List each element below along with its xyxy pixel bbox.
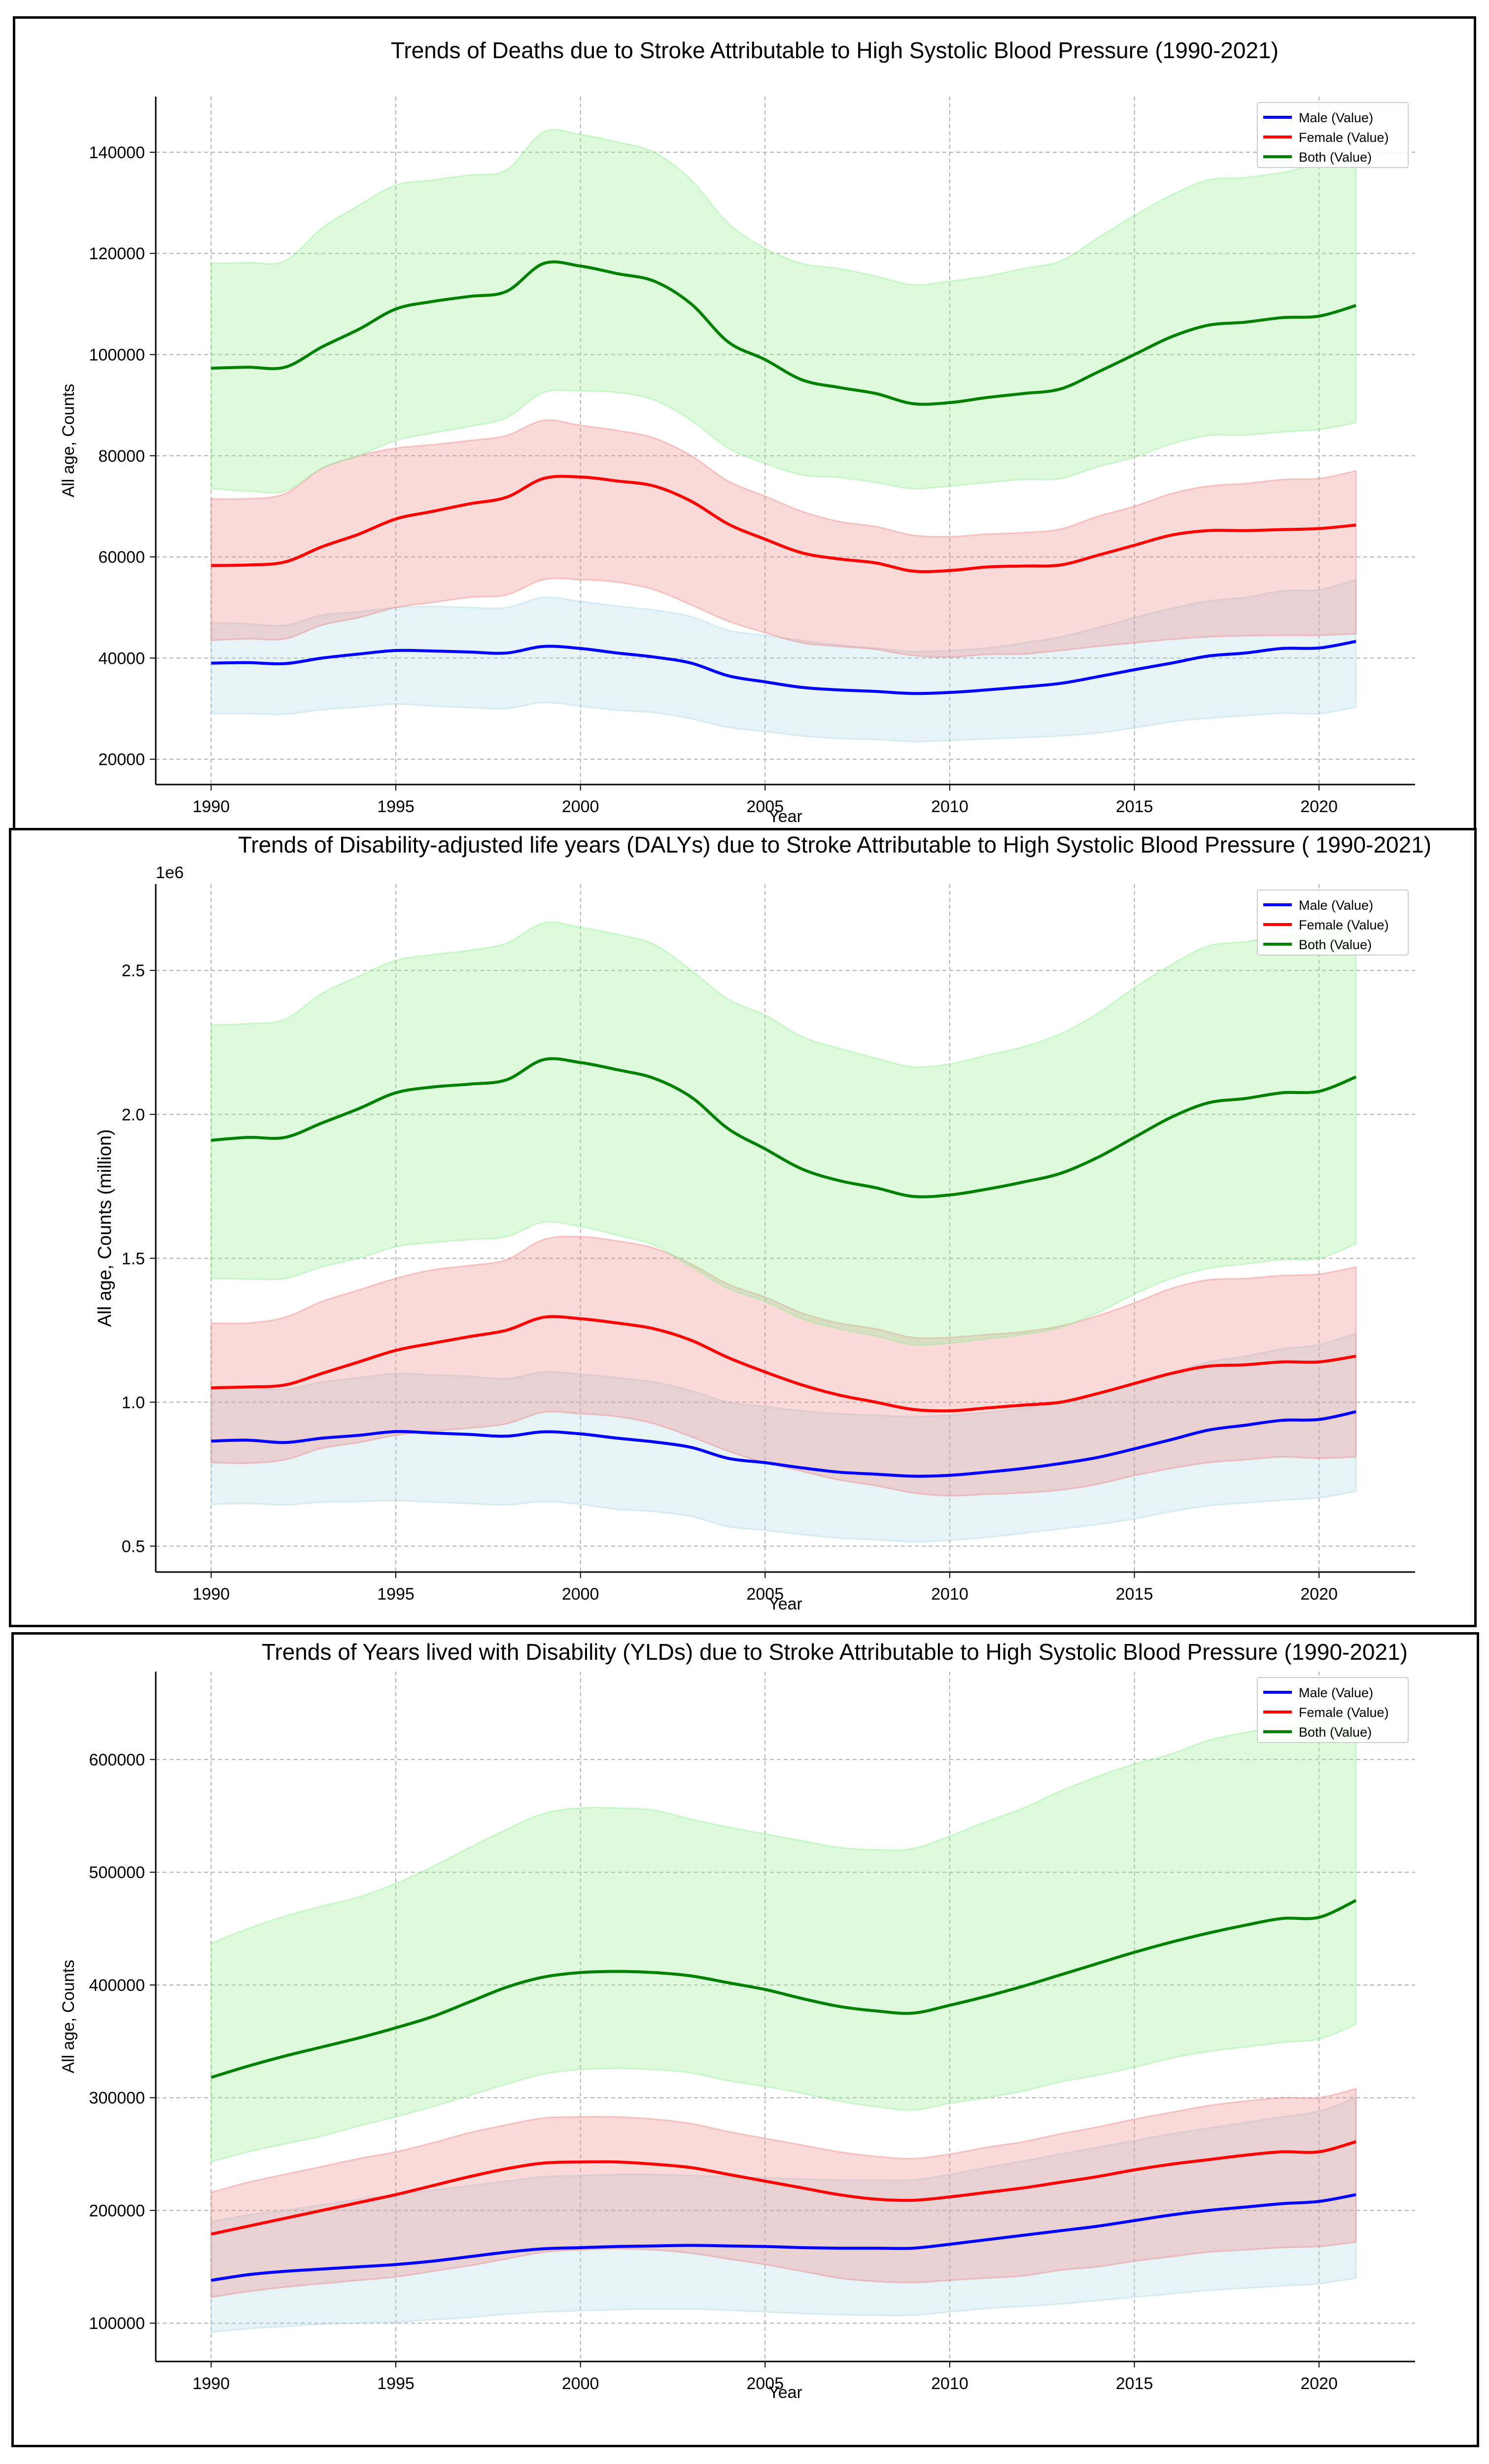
legend-label: Female (Value) bbox=[1299, 1705, 1389, 1720]
confidence-band bbox=[210, 1332, 1357, 1543]
y-tick-label: 140000 bbox=[89, 143, 145, 162]
y-tick-label: 100000 bbox=[89, 346, 145, 365]
legend: Male (Value) Female (Value) Both (Value) bbox=[1257, 1677, 1409, 1743]
confidence-band bbox=[210, 2096, 1357, 2333]
confidence-band bbox=[210, 129, 1357, 494]
x-tick-label: 2015 bbox=[1116, 797, 1153, 816]
confidence-band bbox=[210, 1235, 1357, 1497]
x-tick-label: 2020 bbox=[1300, 797, 1338, 816]
legend: Male (Value) Female (Value) Both (Value) bbox=[1257, 890, 1409, 956]
y-tick-label: 500000 bbox=[89, 1863, 145, 1882]
x-tick-label: 2010 bbox=[931, 797, 969, 816]
x-tick-label: 2000 bbox=[562, 2374, 599, 2393]
legend: Male (Value) Female (Value) Both (Value) bbox=[1257, 102, 1409, 168]
x-tick-label: 2010 bbox=[931, 1585, 969, 1604]
legend-label: Both (Value) bbox=[1299, 1725, 1372, 1740]
x-tick-label: 1995 bbox=[377, 2374, 415, 2393]
series-line bbox=[211, 1410, 1356, 1478]
chart-title: Trends of Deaths due to Stroke Attributa… bbox=[391, 37, 1279, 63]
x-tick-label: 2010 bbox=[931, 2374, 969, 2393]
confidence-band bbox=[210, 419, 1357, 658]
legend-box bbox=[1257, 102, 1409, 168]
x-tick-label: 2000 bbox=[562, 797, 599, 816]
y-tick-label: 60000 bbox=[98, 548, 145, 567]
series-line bbox=[210, 1899, 1357, 2079]
x-tick-label: 2005 bbox=[746, 1585, 784, 1604]
y-tick-label: 400000 bbox=[89, 1976, 145, 1995]
series-line bbox=[211, 260, 1356, 406]
x-tick-label: 2005 bbox=[746, 797, 784, 816]
y-tick-label: 100000 bbox=[89, 2314, 145, 2333]
x-tick-label: 1995 bbox=[377, 1585, 415, 1604]
legend-label: Male (Value) bbox=[1299, 898, 1373, 913]
y-tick-label: 40000 bbox=[98, 649, 145, 668]
legend-label: Both (Value) bbox=[1299, 150, 1372, 165]
y-tick-label: 2.5 bbox=[122, 961, 145, 980]
y-tick-label: 200000 bbox=[89, 2201, 145, 2220]
axis-offset-label: 1e6 bbox=[156, 863, 184, 882]
chart-title: Trends of Years lived with Disability (Y… bbox=[262, 1639, 1408, 1665]
ylds-chart: Trends of Years lived with Disability (Y… bbox=[59, 1639, 1415, 2402]
dalys-chart-panel bbox=[9, 828, 1477, 1627]
x-tick-label: 2015 bbox=[1116, 1585, 1153, 1604]
x-axis-label: Year bbox=[768, 1595, 802, 1613]
series-line bbox=[211, 475, 1356, 574]
series-line bbox=[211, 640, 1356, 695]
y-tick-label: 1.0 bbox=[122, 1393, 145, 1412]
y-axis-label: All age, Counts (million) bbox=[95, 1129, 115, 1327]
x-tick-label: 1990 bbox=[193, 1585, 230, 1604]
chart-title: Trends of Disability-adjusted life years… bbox=[238, 832, 1431, 857]
y-tick-label: 600000 bbox=[89, 1750, 145, 1769]
deaths-chart: Trends of Deaths due to Stroke Attributa… bbox=[59, 37, 1415, 826]
legend-label: Male (Value) bbox=[1299, 110, 1373, 125]
y-tick-label: 120000 bbox=[89, 244, 145, 263]
y-tick-label: 1.5 bbox=[122, 1249, 145, 1268]
ylds-chart-panel bbox=[11, 1632, 1479, 2447]
y-axis-label: All age, Counts bbox=[59, 384, 78, 498]
x-tick-label: 1990 bbox=[193, 797, 230, 816]
legend-label: Male (Value) bbox=[1299, 1685, 1373, 1700]
legend-label: Both (Value) bbox=[1299, 937, 1372, 952]
series-line bbox=[210, 2193, 1356, 2282]
x-tick-label: 2015 bbox=[1116, 2374, 1153, 2393]
x-tick-label: 1990 bbox=[193, 2374, 230, 2393]
legend-box bbox=[1257, 890, 1409, 956]
x-tick-label: 2020 bbox=[1300, 2374, 1338, 2393]
series-line bbox=[210, 2140, 1356, 2236]
legend-box bbox=[1257, 1677, 1409, 1743]
x-axis-label: Year bbox=[768, 2383, 802, 2402]
y-tick-label: 2.0 bbox=[122, 1105, 145, 1124]
y-tick-label: 20000 bbox=[98, 751, 145, 769]
x-tick-label: 2005 bbox=[746, 2374, 784, 2393]
y-tick-label: 300000 bbox=[89, 2089, 145, 2108]
confidence-band bbox=[210, 2088, 1357, 2298]
y-tick-label: 80000 bbox=[98, 447, 145, 466]
confidence-band bbox=[210, 579, 1357, 743]
series-line bbox=[211, 1315, 1356, 1413]
legend-label: Female (Value) bbox=[1299, 130, 1389, 145]
x-tick-label: 2000 bbox=[562, 1585, 599, 1604]
x-axis-label: Year bbox=[768, 807, 802, 826]
y-axis-label: All age, Counts bbox=[59, 1960, 78, 2074]
series-line bbox=[211, 1057, 1357, 1198]
x-tick-label: 1995 bbox=[377, 797, 415, 816]
dalys-chart: Trends of Disability-adjusted life years… bbox=[95, 832, 1431, 1613]
x-tick-label: 2020 bbox=[1300, 1585, 1338, 1604]
y-tick-label: 0.5 bbox=[122, 1537, 145, 1556]
legend-label: Female (Value) bbox=[1299, 918, 1389, 932]
